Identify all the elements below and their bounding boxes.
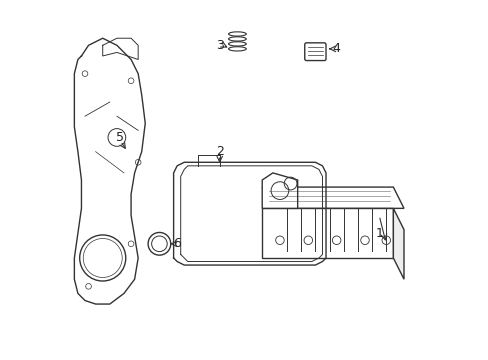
Polygon shape	[262, 173, 297, 208]
Text: 4: 4	[332, 42, 340, 55]
Text: 6: 6	[173, 237, 181, 250]
FancyBboxPatch shape	[304, 43, 325, 60]
Polygon shape	[392, 208, 403, 279]
Text: 1: 1	[374, 227, 382, 240]
Polygon shape	[262, 208, 392, 258]
Text: 2: 2	[215, 145, 223, 158]
Text: 5: 5	[116, 131, 124, 144]
Text: 3: 3	[215, 39, 223, 52]
